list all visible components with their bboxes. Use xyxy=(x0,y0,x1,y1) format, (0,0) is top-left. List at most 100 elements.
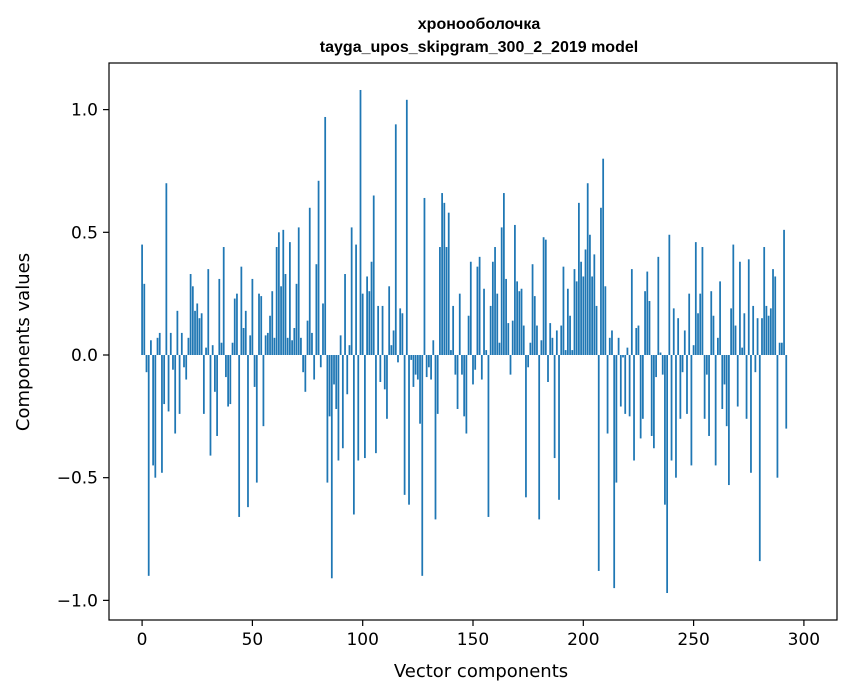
bar xyxy=(732,244,735,355)
y-tick-label: 0.5 xyxy=(71,223,98,243)
bar xyxy=(428,355,430,368)
bar xyxy=(172,355,174,370)
bar xyxy=(419,355,421,424)
bar xyxy=(547,355,549,382)
x-axis-label: Vector components xyxy=(394,661,568,682)
bar xyxy=(491,261,494,355)
bar xyxy=(714,355,717,466)
bar xyxy=(703,355,706,419)
bar xyxy=(410,355,413,360)
bar xyxy=(511,320,514,355)
bar xyxy=(560,325,563,355)
bar xyxy=(249,335,252,355)
bar xyxy=(260,296,263,355)
bar xyxy=(174,355,177,434)
bar xyxy=(403,355,406,495)
bar xyxy=(293,328,296,355)
bar xyxy=(194,310,196,355)
bar xyxy=(522,325,525,355)
bar xyxy=(275,247,278,355)
bar xyxy=(485,350,488,355)
bar xyxy=(185,355,188,380)
bar xyxy=(399,308,402,355)
bar xyxy=(379,355,382,382)
bar xyxy=(302,355,305,373)
bar xyxy=(214,355,216,392)
bar xyxy=(600,207,602,355)
bar xyxy=(580,261,582,355)
bar xyxy=(333,355,335,385)
bar xyxy=(615,355,618,483)
bar xyxy=(611,330,613,355)
bar xyxy=(549,323,552,355)
bar xyxy=(529,342,532,355)
bar xyxy=(644,291,646,355)
bar xyxy=(752,305,755,355)
bar xyxy=(741,347,744,355)
bar xyxy=(341,355,344,449)
bar xyxy=(233,298,236,355)
bar xyxy=(739,261,741,355)
bar xyxy=(483,288,485,355)
bar xyxy=(282,229,285,355)
bar xyxy=(355,244,357,355)
bar xyxy=(668,234,671,355)
bar xyxy=(558,355,560,500)
bar xyxy=(604,286,607,355)
bar xyxy=(269,315,271,355)
bar xyxy=(366,276,368,355)
bar xyxy=(392,330,395,355)
bar xyxy=(452,305,455,355)
bar xyxy=(273,337,276,355)
bar xyxy=(776,355,779,478)
bar xyxy=(699,293,702,355)
bar xyxy=(277,232,280,355)
bar xyxy=(430,355,432,380)
bar xyxy=(555,330,558,355)
bar xyxy=(145,355,148,373)
bar xyxy=(286,337,289,355)
bar xyxy=(712,315,715,355)
x-axis: 0 50 100 150 200 250 300 xyxy=(137,620,820,650)
bar xyxy=(465,355,468,434)
x-tick-label: 50 xyxy=(242,630,264,650)
bar xyxy=(227,355,229,407)
bar xyxy=(408,355,410,505)
bar xyxy=(350,227,353,355)
bar xyxy=(516,281,518,355)
bar xyxy=(694,242,697,355)
bar xyxy=(315,264,318,355)
bar xyxy=(566,288,569,355)
y-axis: −1.0 −0.5 0.0 0.5 1.0 xyxy=(57,101,109,611)
bar xyxy=(375,355,377,454)
bar xyxy=(586,183,589,355)
bar xyxy=(666,355,669,594)
bar xyxy=(150,340,152,355)
bar xyxy=(344,274,346,355)
bar xyxy=(251,278,254,355)
x-tick-label: 300 xyxy=(788,630,820,650)
bar xyxy=(357,355,360,461)
bar xyxy=(763,247,766,355)
bar xyxy=(705,355,708,375)
bar xyxy=(469,261,472,355)
chart-subtitle: tayga_upos_skipgram_300_2_2019 model xyxy=(320,39,638,56)
bar xyxy=(562,266,565,355)
bar xyxy=(225,355,227,378)
bar xyxy=(238,355,241,517)
bar xyxy=(584,249,587,355)
bar xyxy=(489,305,492,355)
bar xyxy=(306,320,309,355)
bar xyxy=(317,180,320,355)
bar xyxy=(630,269,633,355)
bar xyxy=(672,308,675,355)
bar xyxy=(216,355,218,436)
bar xyxy=(650,355,653,436)
bars-group xyxy=(141,89,788,594)
bar xyxy=(641,355,644,419)
bar xyxy=(525,355,527,498)
bar xyxy=(478,256,481,355)
bar xyxy=(498,342,501,355)
bar xyxy=(377,305,380,355)
